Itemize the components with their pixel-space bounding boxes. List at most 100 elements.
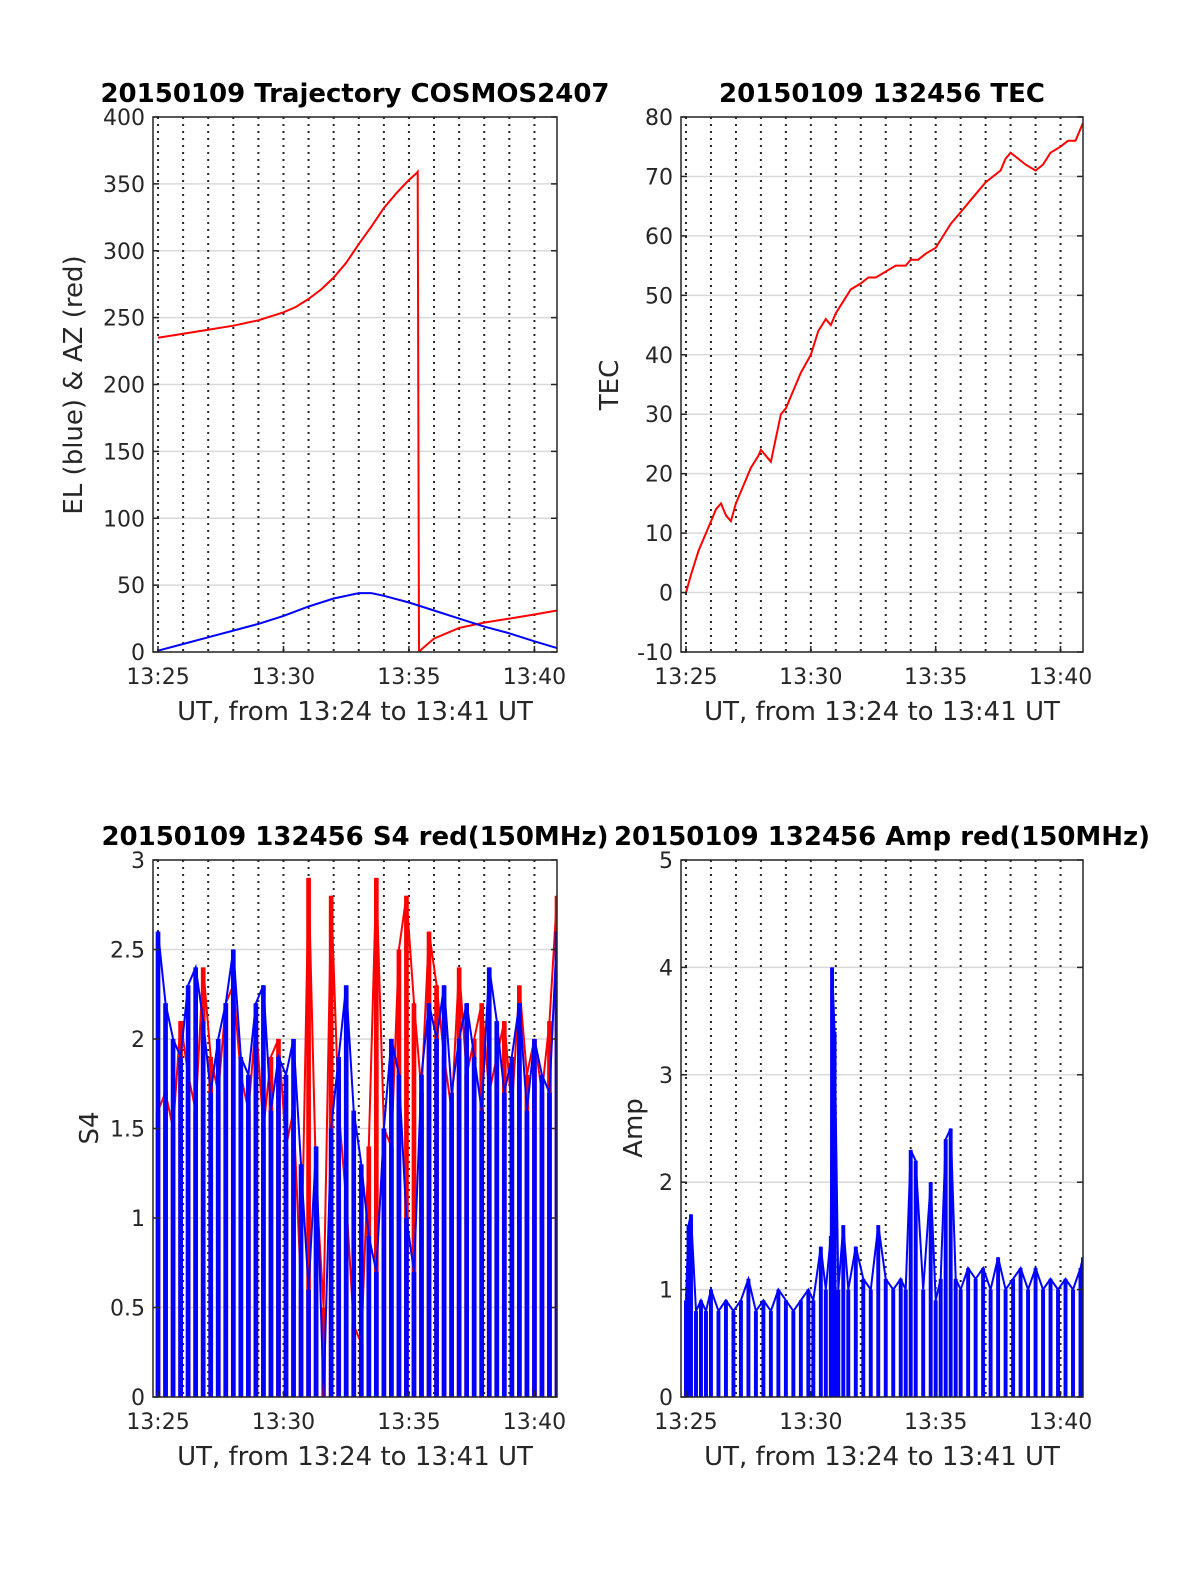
bar-blue <box>1018 1268 1023 1397</box>
bar-blue <box>823 1289 828 1397</box>
series-line-red <box>685 122 1083 593</box>
bar-blue <box>343 985 349 1397</box>
plot-area <box>157 169 557 652</box>
y-axis-label: Amp <box>619 1098 649 1158</box>
bar-blue <box>283 1074 289 1397</box>
bar-red <box>321 1307 326 1397</box>
y-tick-label: 0 <box>659 582 673 607</box>
chart-title: 20150109 Trajectory COSMOS2407 <box>100 79 609 109</box>
bar-blue <box>883 1278 888 1397</box>
bar-blue <box>846 1289 851 1397</box>
y-tick-label: 1.5 <box>110 1118 145 1143</box>
y-tick-label: 2 <box>131 1028 145 1053</box>
bar-blue <box>988 1289 993 1397</box>
bar-blue <box>948 1128 953 1397</box>
bar-blue <box>699 1300 703 1397</box>
bar-blue <box>861 1278 866 1397</box>
x-tick-label: 13:40 <box>503 665 566 690</box>
bar-blue <box>723 1300 728 1397</box>
bar-blue <box>261 985 266 1397</box>
bar-blue <box>1071 1289 1075 1397</box>
bar-blue <box>501 1092 507 1397</box>
series-line-blue <box>157 592 557 652</box>
chart-s4: 0 0.5 1 1.5 2 2.5 3 13:25 13:30 13:35 13:40 2015010… <box>75 822 609 1472</box>
bar-blue <box>547 1092 552 1397</box>
bar-blue <box>953 1278 958 1397</box>
bar-blue <box>230 949 236 1397</box>
x-tick-label: 13:40 <box>1029 1410 1092 1435</box>
plot-area <box>685 122 1083 593</box>
axes-box <box>680 859 1084 1398</box>
bar-red <box>306 877 311 1397</box>
bar-blue <box>798 1300 803 1397</box>
bar-blue <box>1063 1278 1068 1397</box>
bar-blue <box>830 967 835 1397</box>
y-axis-label: EL (blue) & AZ (red) <box>59 255 89 514</box>
bar-blue <box>1011 1278 1016 1397</box>
bar-blue <box>791 1311 796 1397</box>
y-tick-label: 3 <box>131 849 145 874</box>
y-tick-label: 70 <box>645 165 673 190</box>
bar-blue <box>246 1074 251 1397</box>
bar-blue <box>373 1271 379 1397</box>
bar-red <box>411 1003 417 1397</box>
bar-blue <box>818 1246 823 1397</box>
y-tick-label: 50 <box>117 574 145 599</box>
bar-blue <box>276 1056 281 1397</box>
x-tick-label: 13:40 <box>503 1410 566 1435</box>
y-tick-label: 2.5 <box>110 939 145 964</box>
x-tick-label: 13:25 <box>654 665 717 690</box>
series-line-red <box>157 169 557 652</box>
bar-blue <box>479 1110 485 1397</box>
bar-blue <box>486 967 492 1397</box>
y-tick-label: 1 <box>131 1207 145 1232</box>
x-axis-label: UT, from 13:24 to 13:41 UT <box>177 1442 533 1472</box>
x-tick-label: 13:35 <box>904 665 967 690</box>
series-envelope-blue <box>157 931 557 1397</box>
bar-blue <box>426 1003 432 1397</box>
bar-blue <box>1081 1257 1083 1397</box>
bar-blue <box>966 1268 971 1397</box>
y-tick-label: 80 <box>645 106 673 131</box>
chart-title: 20150109 132456 TEC <box>719 79 1045 109</box>
bar-blue <box>456 1039 462 1397</box>
axes-box <box>680 116 1084 653</box>
bar-blue <box>268 1110 274 1397</box>
bar-blue <box>494 1021 500 1397</box>
x-axis-label: UT, from 13:24 to 13:41 UT <box>704 697 1060 727</box>
bar-blue <box>684 1300 688 1397</box>
bar-blue <box>898 1278 903 1397</box>
bar-blue <box>471 1056 477 1397</box>
y-tick-label: 400 <box>103 106 145 131</box>
y-tick-label: 0 <box>659 1386 673 1411</box>
y-axis-label: S4 <box>75 1111 105 1144</box>
bar-blue <box>155 931 161 1397</box>
bar-blue <box>396 1074 402 1397</box>
y-tick-label: 20 <box>645 463 673 488</box>
bar-blue <box>163 1003 168 1397</box>
bar-blue <box>783 1300 788 1397</box>
bar-blue <box>253 1003 259 1397</box>
bar-blue <box>708 1289 713 1397</box>
bar-blue <box>208 1092 214 1397</box>
bar-blue <box>913 1160 918 1397</box>
y-tick-label: 1 <box>659 1279 673 1304</box>
y-tick-label: 0.5 <box>110 1297 145 1322</box>
bar-blue <box>841 1225 846 1397</box>
bar-blue <box>215 1039 221 1397</box>
bar-blue <box>313 1146 319 1397</box>
x-axis-label: UT, from 13:24 to 13:41 UT <box>177 697 533 727</box>
bar-blue <box>328 1128 334 1397</box>
bar-blue <box>1056 1289 1060 1397</box>
bar-blue <box>973 1278 978 1397</box>
bar-blue <box>389 1039 394 1397</box>
bar-blue <box>686 1225 691 1397</box>
bar-blue <box>811 1300 816 1397</box>
bar-blue <box>404 1218 409 1397</box>
bar-blue <box>434 1039 439 1397</box>
bar-red <box>373 877 379 1397</box>
y-tick-label: -10 <box>637 641 673 666</box>
bar-blue <box>943 1139 948 1397</box>
bar-blue <box>876 1225 881 1397</box>
bar-blue <box>958 1289 963 1397</box>
